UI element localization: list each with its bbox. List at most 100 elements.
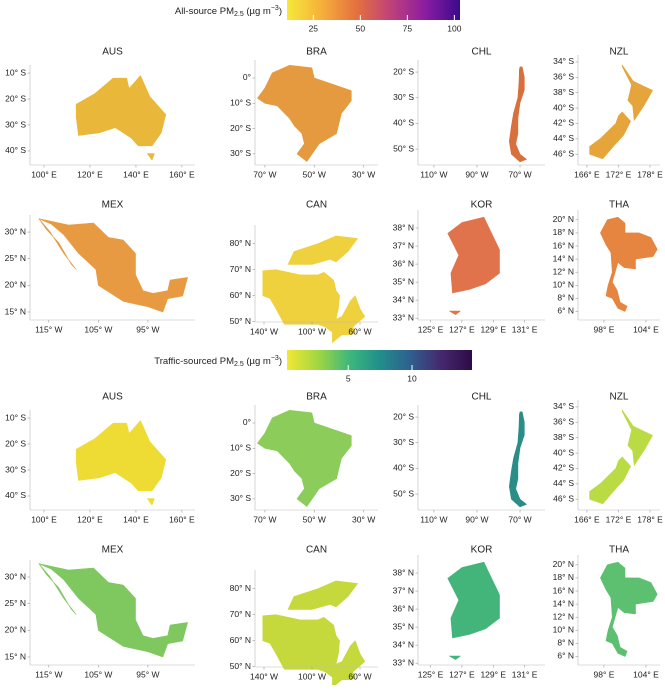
y-tick-label: 38° S bbox=[553, 432, 574, 442]
y-tick-label: 38° N bbox=[393, 567, 414, 577]
y-tick-label: 30° N bbox=[5, 226, 26, 236]
country-shape bbox=[38, 563, 188, 658]
x-tick-label: 125° E bbox=[418, 324, 444, 334]
x-tick-label: 115° W bbox=[35, 669, 62, 679]
x-tick-label: 100° W bbox=[298, 326, 326, 336]
y-tick-label: 34° S bbox=[553, 401, 574, 411]
y-tick-label: 20° S bbox=[393, 66, 414, 76]
panel-title: NZL bbox=[610, 47, 629, 58]
colorbar-label-part: 2.5 bbox=[234, 11, 244, 18]
y-tick-label: 15° N bbox=[5, 306, 26, 316]
colorbar-tick-label: 5 bbox=[346, 373, 351, 383]
y-tick-label: 12° N bbox=[553, 266, 574, 276]
map-panel: AUS 100° E 120° E 140° E 160° E 10° S 20° S 30°… bbox=[5, 47, 195, 180]
x-tick-label: 131° E bbox=[512, 669, 538, 679]
colorbar-label-part: ) bbox=[279, 6, 282, 17]
y-tick-label: 20° N bbox=[5, 280, 26, 290]
country-shape bbox=[449, 655, 461, 660]
x-tick-label: 131° E bbox=[512, 324, 538, 334]
x-tick-label: 70° W bbox=[253, 169, 276, 179]
y-tick-label: 37° N bbox=[393, 240, 414, 250]
x-tick-label: 90° W bbox=[465, 169, 488, 179]
panel-title: KOR bbox=[471, 200, 493, 211]
country-shape bbox=[38, 563, 77, 615]
y-tick-label: 50° N bbox=[230, 316, 251, 326]
map-panel: BRA 70° W 50° W 30° W 0° 10° S 20° S 30° S bbox=[230, 47, 378, 179]
y-tick-label: 25° N bbox=[5, 598, 26, 608]
colorbar-tick-label: 75 bbox=[403, 23, 413, 33]
map-panel: KOR 125° E 127° E 129° E 131° E 38° N 37° N 36°… bbox=[393, 200, 545, 334]
x-tick-label: 127° E bbox=[449, 669, 475, 679]
y-tick-label: 40° S bbox=[553, 447, 574, 457]
country-shape bbox=[38, 218, 188, 313]
y-tick-label: 30° S bbox=[5, 119, 26, 129]
x-tick-label: 110° W bbox=[420, 514, 447, 524]
country-shape bbox=[621, 409, 653, 466]
x-tick-label: 178° E bbox=[637, 169, 663, 179]
colorbar bbox=[287, 350, 472, 370]
map-panel: BRA 70° W 50° W 30° W 0° 10° S 20° S 30° S bbox=[230, 392, 378, 524]
x-tick-label: 115° W bbox=[35, 324, 62, 334]
y-tick-label: 37° N bbox=[393, 585, 414, 595]
y-tick-label: 44° S bbox=[553, 478, 574, 488]
y-tick-label: 46° S bbox=[553, 493, 574, 503]
country-shape bbox=[147, 153, 155, 161]
y-tick-label: 42° S bbox=[553, 463, 574, 473]
colorbar-tick-label: 50 bbox=[356, 23, 366, 33]
x-tick-label: 140° E bbox=[123, 514, 149, 524]
x-tick-label: 178° E bbox=[637, 514, 663, 524]
country-shape bbox=[257, 65, 352, 162]
x-tick-label: 70° W bbox=[508, 514, 531, 524]
y-tick-label: 20° S bbox=[5, 93, 26, 103]
country-shape bbox=[75, 420, 167, 492]
y-tick-label: 10° N bbox=[553, 280, 574, 290]
country-shape bbox=[38, 218, 77, 270]
map-panel: CAN 140° W 100° W 60° W 80° N 70° N 60° N 50° N bbox=[230, 200, 378, 343]
country-shape bbox=[75, 75, 167, 147]
map-panel: NZL 166° E 172° E 178° E 34° S 36° S 38° S 40° … bbox=[553, 47, 663, 180]
figure-group: Traffic-sourced PM2.5 (µg m−3) 5 10 AUS 100°… bbox=[5, 350, 663, 688]
colorbar-label: All-source PM2.5 (µg m−3) bbox=[175, 5, 282, 18]
x-tick-label: 140° W bbox=[250, 671, 278, 681]
y-tick-label: 10° N bbox=[553, 625, 574, 635]
country-shape bbox=[621, 64, 653, 121]
figure-group: All-source PM2.5 (µg m−3) 25 50 75 100 AUS 100… bbox=[5, 0, 663, 343]
country-shape bbox=[147, 498, 155, 506]
map-panel: THA 98° E 104° E 20° N 18° N 16° N 14° N 12° N 1… bbox=[553, 545, 660, 679]
country-shape bbox=[262, 614, 366, 688]
x-tick-label: 120° E bbox=[77, 169, 103, 179]
map-panel: THA 98° E 104° E 20° N 18° N 16° N 14° N 12° N 1… bbox=[553, 200, 660, 334]
x-tick-label: 172° E bbox=[606, 169, 632, 179]
country-shape bbox=[262, 269, 366, 343]
panel-title: BRA bbox=[306, 47, 327, 58]
y-tick-label: 40° S bbox=[5, 145, 26, 155]
y-tick-label: 20° N bbox=[5, 625, 26, 635]
colorbar-tick-label: 10 bbox=[407, 373, 417, 383]
x-tick-label: 90° W bbox=[465, 514, 488, 524]
y-tick-label: 60° N bbox=[230, 290, 251, 300]
map-panel: MEX 115° W 105° W 95° W 30° N 25° N 20° N 15° N bbox=[5, 545, 195, 679]
x-tick-label: 172° E bbox=[606, 514, 632, 524]
y-tick-label: 70° N bbox=[230, 264, 251, 274]
y-tick-label: 14° N bbox=[553, 253, 574, 263]
x-tick-label: 105° W bbox=[84, 669, 112, 679]
y-tick-label: 20° N bbox=[553, 214, 574, 224]
x-tick-label: 30° W bbox=[352, 169, 375, 179]
y-tick-label: 36° S bbox=[553, 417, 574, 427]
y-tick-label: 8° N bbox=[557, 293, 574, 303]
x-tick-label: 60° W bbox=[348, 671, 371, 681]
panel-title: CHL bbox=[471, 47, 491, 58]
colorbar-label-part: (µg m bbox=[244, 356, 271, 367]
y-tick-label: 40° S bbox=[393, 118, 414, 128]
x-tick-label: 129° E bbox=[480, 669, 506, 679]
y-tick-label: 20° S bbox=[5, 438, 26, 448]
x-tick-label: 100° E bbox=[31, 514, 57, 524]
y-tick-label: 10° S bbox=[5, 67, 26, 77]
y-tick-label: 8° N bbox=[557, 638, 574, 648]
map-panel: NZL 166° E 172° E 178° E 34° S 36° S 38° S 40° … bbox=[553, 392, 663, 525]
y-tick-label: 34° N bbox=[393, 639, 414, 649]
y-tick-label: 40° S bbox=[553, 102, 574, 112]
x-tick-label: 166° E bbox=[574, 169, 600, 179]
y-tick-label: 0° bbox=[243, 417, 251, 427]
colorbar-label-part: ) bbox=[279, 356, 282, 367]
